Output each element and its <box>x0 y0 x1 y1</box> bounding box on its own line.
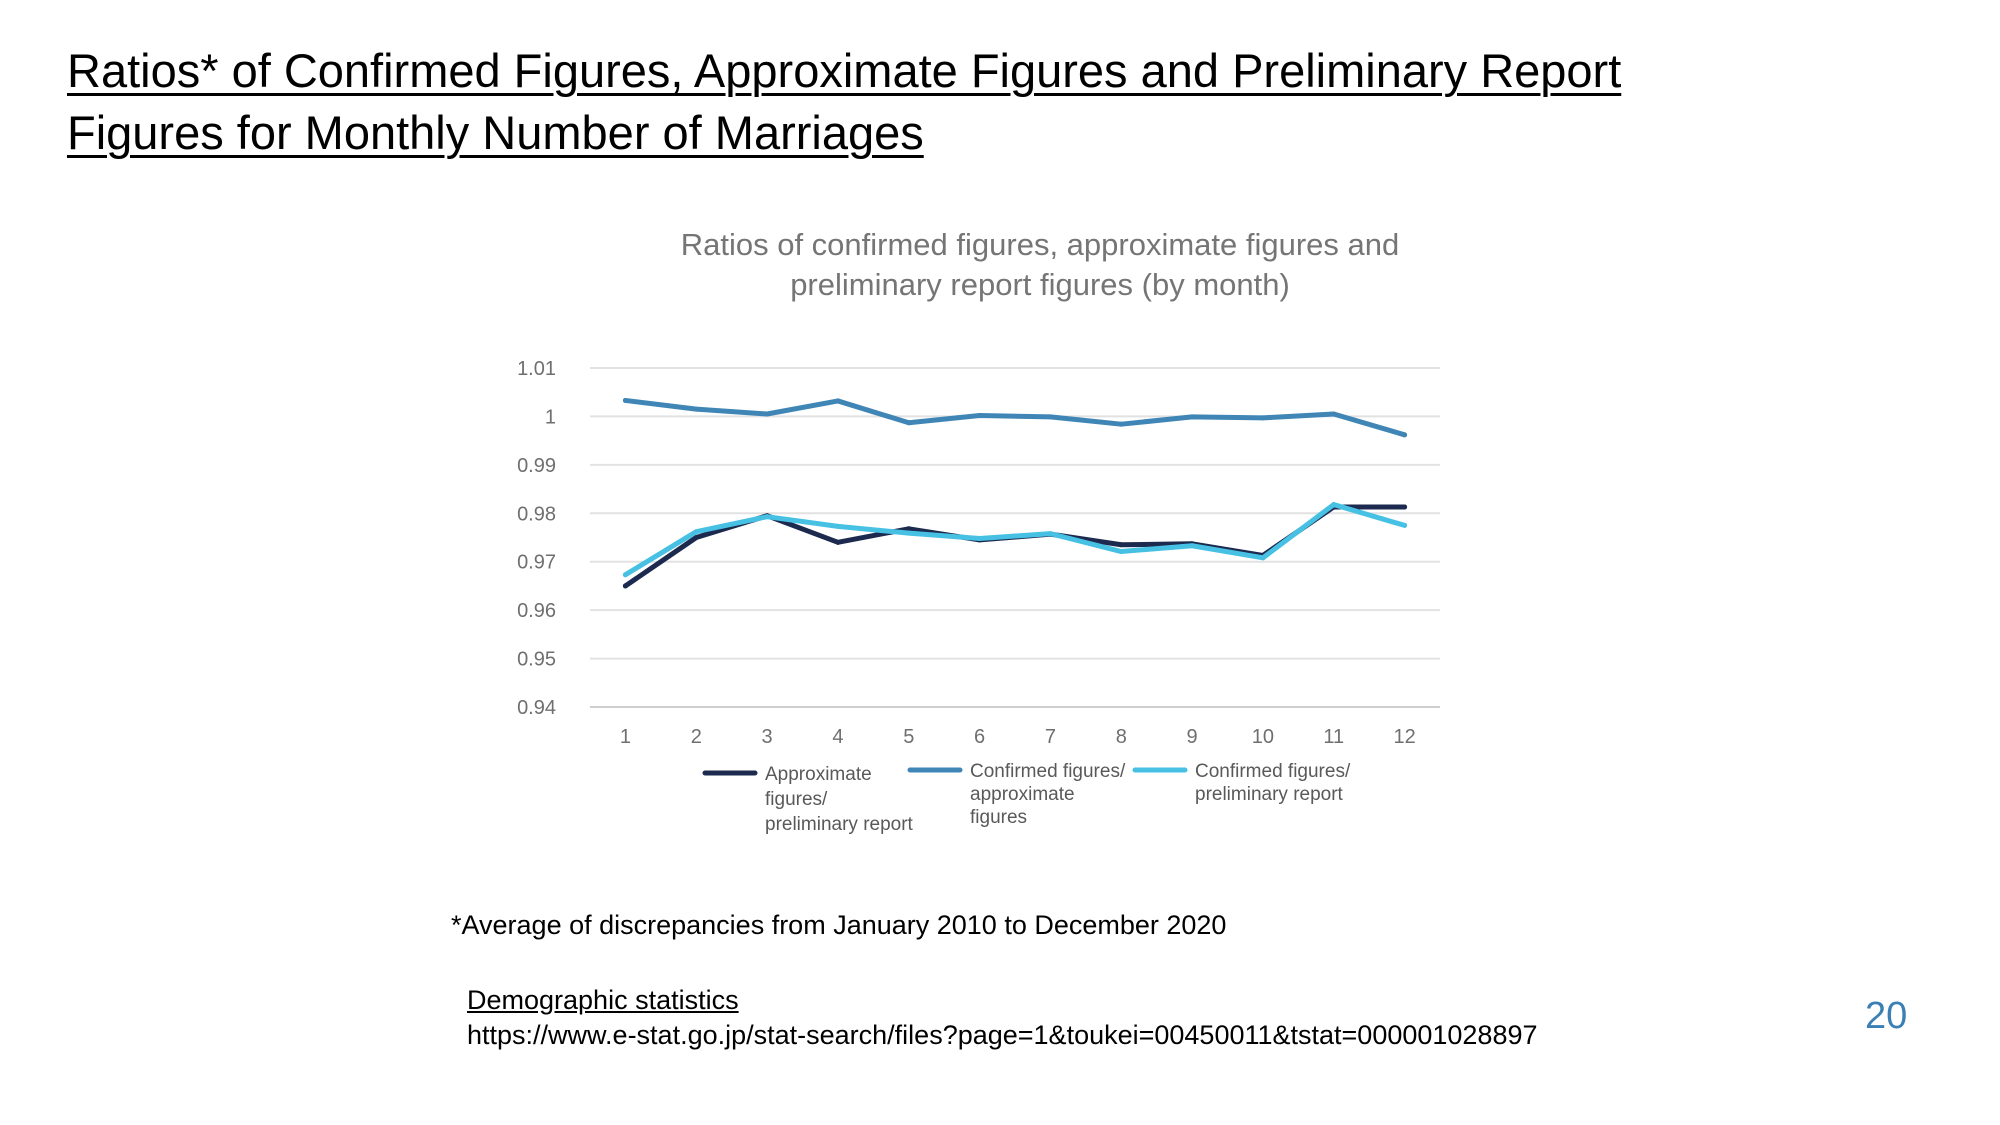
data-point <box>1260 555 1266 561</box>
x-axis-ticks: 1 2 3 4 5 6 7 8 9 10 11 12 <box>620 726 1416 748</box>
y-tick-label: 1.01 <box>517 358 556 380</box>
data-point <box>1402 522 1408 528</box>
y-tick-label: 0.97 <box>517 552 556 574</box>
data-point <box>1118 549 1124 555</box>
chart-gridlines <box>590 367 1440 708</box>
y-tick-label: 0.94 <box>517 697 556 719</box>
slide-title-line-1: Ratios* of Confirmed Figures, Approximat… <box>67 44 1622 97</box>
x-tick-label: 5 <box>903 726 914 748</box>
series-3 <box>622 502 1408 578</box>
chart-title-line-2: preliminary report figures (by month) <box>790 267 1290 302</box>
data-point <box>906 530 912 536</box>
legend-label: Approximate <box>765 764 872 785</box>
data-point <box>622 572 628 578</box>
data-point <box>835 398 841 404</box>
data-point <box>977 412 983 418</box>
x-tick-label: 8 <box>1116 726 1127 748</box>
legend-label: preliminary report <box>1195 784 1344 805</box>
chart-title-line-1: Ratios of confirmed figures, approximate… <box>681 227 1400 262</box>
source-link[interactable]: Demographic statistics <box>467 985 739 1015</box>
data-point <box>1402 432 1408 438</box>
data-point <box>1331 411 1337 417</box>
source-url[interactable]: https://www.e-stat.go.jp/stat-search/fil… <box>467 1020 1538 1050</box>
legend-item-3: Confirmed figures/preliminary report <box>1132 761 1351 805</box>
data-point <box>1260 415 1266 421</box>
data-point <box>1402 504 1408 510</box>
data-point <box>906 420 912 426</box>
data-point <box>1189 414 1195 420</box>
data-point <box>1047 414 1053 420</box>
y-tick-label: 0.96 <box>517 600 556 622</box>
x-tick-label: 12 <box>1393 726 1415 748</box>
y-tick-label: 0.98 <box>517 503 556 525</box>
data-point <box>764 411 770 417</box>
line-chart: Ratios of confirmed figures, approximate… <box>517 227 1440 835</box>
legend-label: Confirmed figures/ <box>1195 761 1351 782</box>
data-point <box>622 397 628 403</box>
data-point <box>693 535 699 540</box>
data-point <box>764 514 770 520</box>
series-line <box>622 397 1408 438</box>
x-tick-label: 2 <box>691 726 702 748</box>
series-2 <box>622 397 1408 438</box>
series-line <box>622 502 1408 578</box>
data-point <box>693 529 699 535</box>
footnote: *Average of discrepancies from January 2… <box>451 910 1227 940</box>
data-point <box>1189 543 1195 549</box>
chart-title: Ratios of confirmed figures, approximate… <box>681 227 1400 302</box>
data-point <box>693 406 699 412</box>
slide-title: Ratios* of Confirmed Figures, Approximat… <box>67 40 1621 164</box>
y-tick-label: 0.95 <box>517 649 556 671</box>
data-point <box>622 583 628 589</box>
legend-label: Confirmed figures/ <box>970 761 1126 782</box>
y-tick-label: 1 <box>545 406 556 428</box>
x-tick-label: 9 <box>1187 726 1198 748</box>
x-tick-label: 6 <box>974 726 985 748</box>
x-tick-label: 4 <box>832 726 843 748</box>
x-tick-label: 11 <box>1323 726 1344 748</box>
data-point <box>835 523 841 529</box>
data-point <box>835 539 841 545</box>
data-point <box>906 526 912 532</box>
legend-label: figures/ <box>765 789 828 810</box>
x-tick-label: 3 <box>762 726 773 748</box>
page-number: 20 <box>1865 995 1908 1037</box>
legend-item-1: Approximate figures/preliminary report <box>702 764 914 835</box>
data-point <box>1118 421 1124 427</box>
series-1 <box>622 504 1408 589</box>
x-tick-label: 10 <box>1252 726 1274 748</box>
data-point <box>1331 502 1337 508</box>
legend-label: figures <box>970 807 1027 828</box>
slide-title-line-2: Figures for Monthly Number of Marriages <box>67 106 924 159</box>
x-tick-label: 1 <box>620 726 631 748</box>
y-tick-label: 0.99 <box>517 455 556 477</box>
data-point <box>977 535 983 541</box>
data-point <box>1047 531 1053 537</box>
chart-series <box>622 397 1408 589</box>
legend-label: preliminary report <box>765 814 914 835</box>
series-line <box>622 504 1408 589</box>
legend-label: approximate <box>970 784 1075 805</box>
x-tick-label: 7 <box>1045 726 1056 748</box>
data-point <box>1118 542 1124 548</box>
y-axis-ticks: 1.01 1 0.99 0.98 0.97 0.96 0.95 0.94 <box>517 358 556 719</box>
